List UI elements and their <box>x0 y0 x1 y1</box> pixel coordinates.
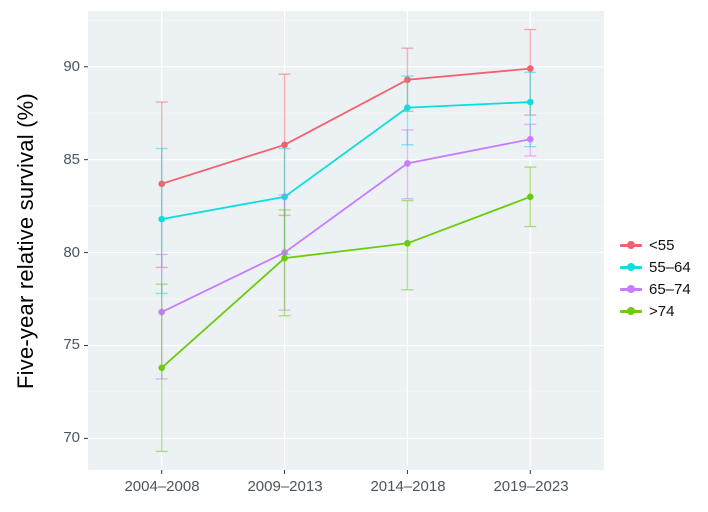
series-line <box>161 138 531 313</box>
data-point <box>158 215 166 223</box>
data-point <box>526 193 534 201</box>
x-tick-label-2: 2009–2013 <box>247 478 323 495</box>
legend-item: 55–64 <box>620 256 691 278</box>
x-tick-label-1: 2004–2008 <box>124 478 200 495</box>
y-axis-title: Five-year relative survival (%) <box>0 0 52 512</box>
series-line <box>161 101 531 221</box>
data-point <box>158 364 166 372</box>
y-tick-label-85: 85 <box>63 151 80 168</box>
panel-background <box>88 11 604 470</box>
legend-item: 65–74 <box>620 278 691 300</box>
y-tick-label-80: 80 <box>63 244 80 261</box>
data-point <box>526 135 534 143</box>
legend-line-dot-marker <box>620 262 642 272</box>
data-point <box>526 98 534 106</box>
legend-item: <55 <box>620 234 691 256</box>
y-tick-label-70: 70 <box>63 429 80 446</box>
legend-label: 65–74 <box>649 280 691 298</box>
data-point <box>526 65 534 72</box>
series-line <box>161 67 531 185</box>
data-point <box>404 239 411 247</box>
legend-line-dot-marker <box>620 306 642 316</box>
data-point <box>404 104 411 111</box>
y-tick-label-75: 75 <box>63 336 80 353</box>
legend-label: <55 <box>649 236 675 254</box>
y-tick-label-90: 90 <box>63 58 80 75</box>
x-tick-label-4: 2019–2023 <box>493 478 569 495</box>
data-point <box>281 254 288 262</box>
legend: <55 55–64 65–74 >74 <box>620 234 691 322</box>
series-line <box>161 195 531 369</box>
data-point <box>281 141 288 149</box>
legend-line-dot-marker <box>620 240 642 250</box>
legend-item: >74 <box>620 300 691 322</box>
x-tick-label-3: 2014–2018 <box>370 478 446 495</box>
y-axis-title-text: Five-year relative survival (%) <box>13 92 38 389</box>
data-point <box>404 160 411 167</box>
legend-label: 55–64 <box>649 258 691 276</box>
legend-label: >74 <box>649 302 675 320</box>
legend-line-dot-marker <box>620 284 642 294</box>
